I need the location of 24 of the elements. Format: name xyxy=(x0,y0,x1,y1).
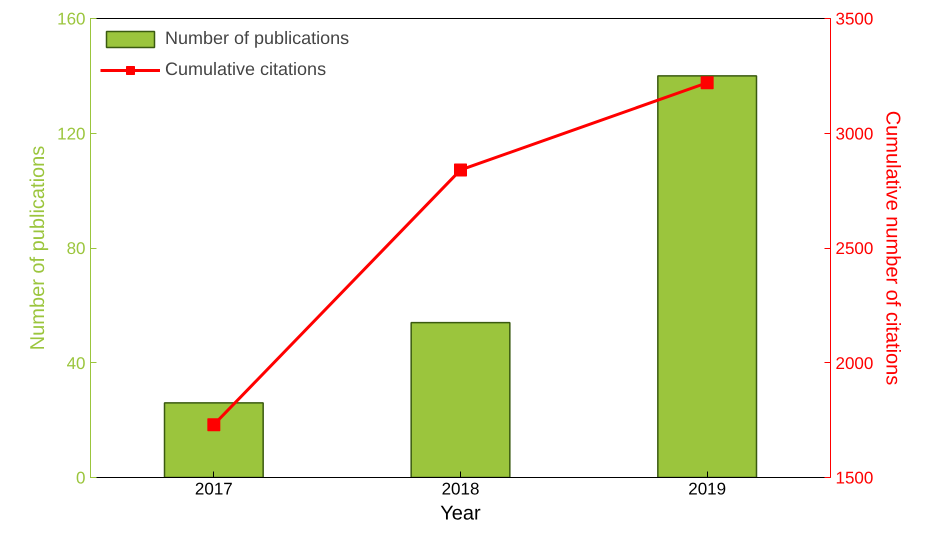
y-axis-title: Number of publications xyxy=(27,146,50,350)
y2-axis-title: Cumulative number of citations xyxy=(881,110,904,386)
bar xyxy=(410,322,511,478)
y2-tick-label: 2000 xyxy=(836,354,874,373)
legend-label: Number of publications xyxy=(165,28,350,49)
y-tick-label: 160 xyxy=(57,10,86,28)
x-tick-label: 2019 xyxy=(688,480,726,498)
y2-tick-label: 3500 xyxy=(836,10,874,28)
x-axis-title: Year xyxy=(440,502,482,524)
y-tick-label: 40 xyxy=(66,354,86,373)
point xyxy=(700,76,714,90)
y2-tick-label: 2500 xyxy=(836,239,874,258)
point xyxy=(207,418,220,432)
y2-tick-label: 3000 xyxy=(836,124,874,144)
y-tick-label: 80 xyxy=(66,239,86,258)
bar xyxy=(164,402,264,478)
bar xyxy=(657,75,758,478)
x-tick-label: 2018 xyxy=(442,480,480,498)
y-tick-label: 120 xyxy=(57,124,86,144)
x-tick-label: 2017 xyxy=(194,480,233,498)
point xyxy=(454,163,467,176)
y2-tick-label: 1500 xyxy=(836,468,874,488)
legend-label: Cumulative citations xyxy=(165,59,326,80)
y-tick-label: 0 xyxy=(76,468,86,488)
